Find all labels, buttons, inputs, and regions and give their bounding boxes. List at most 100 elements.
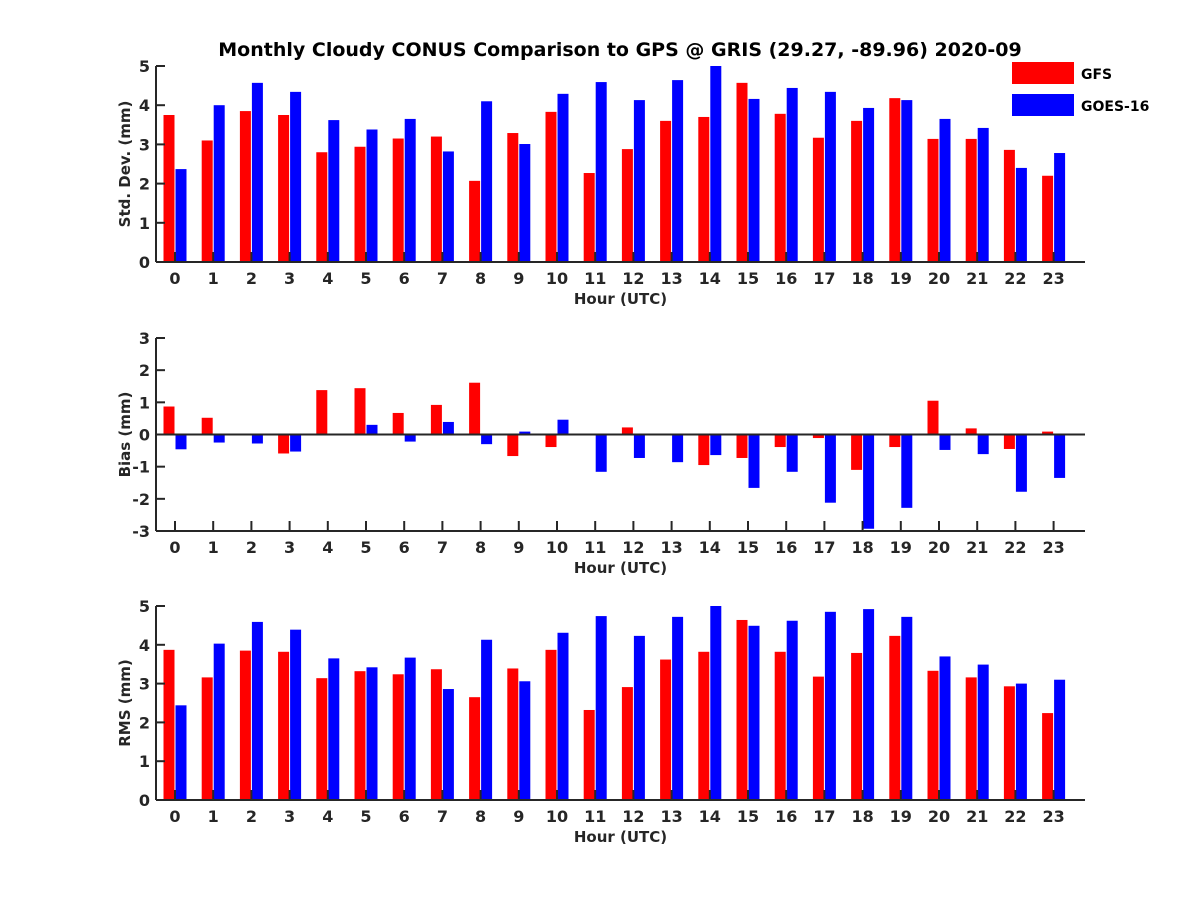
bar-std-gfs-8 xyxy=(469,180,481,262)
bar-bias-goes16-10 xyxy=(557,419,569,435)
bar-bias-goes16-3 xyxy=(290,434,302,452)
bar-std-gfs-22 xyxy=(1003,149,1015,262)
y-axis-label-bias: Bias (mm) xyxy=(116,392,134,478)
x-tick-label-bias: 18 xyxy=(851,538,873,557)
x-tick-label-bias: 13 xyxy=(660,538,682,557)
bar-std-goes16-10 xyxy=(557,93,569,262)
bar-rms-goes16-13 xyxy=(672,616,684,800)
legend-label-gfs: GFS xyxy=(1081,67,1112,83)
bar-rms-goes16-12 xyxy=(633,635,645,800)
bar-std-goes16-21 xyxy=(977,127,989,262)
x-tick-label-rms: 7 xyxy=(437,807,448,826)
y-tick-label-std: 2 xyxy=(139,175,150,194)
bar-std-goes16-14 xyxy=(710,66,722,262)
x-tick-label-std: 6 xyxy=(399,269,410,288)
legend-label-goes16: GOES-16 xyxy=(1081,99,1149,115)
x-tick-label-bias: 4 xyxy=(322,538,333,557)
bar-rms-goes16-7 xyxy=(442,689,454,800)
bar-rms-gfs-13 xyxy=(660,659,672,800)
bar-std-goes16-19 xyxy=(901,100,913,262)
bar-rms-goes16-21 xyxy=(977,664,989,800)
bar-rms-gfs-23 xyxy=(1042,713,1054,800)
bar-std-gfs-16 xyxy=(774,113,786,262)
y-tick-label-rms: 4 xyxy=(139,636,150,655)
bar-std-gfs-13 xyxy=(660,120,672,262)
x-tick-label-rms: 21 xyxy=(966,807,988,826)
y-tick-label-rms: 3 xyxy=(139,675,150,694)
bar-bias-goes16-19 xyxy=(901,434,913,508)
bar-bias-gfs-18 xyxy=(851,434,863,470)
bar-bias-goes16-1 xyxy=(213,434,225,443)
bar-bias-gfs-10 xyxy=(545,434,557,448)
x-tick-label-std: 21 xyxy=(966,269,988,288)
bar-rms-goes16-19 xyxy=(901,616,913,800)
bar-rms-goes16-22 xyxy=(1015,683,1027,800)
x-tick-label-rms: 6 xyxy=(399,807,410,826)
bar-std-goes16-7 xyxy=(442,151,454,262)
bar-std-goes16-15 xyxy=(748,98,760,262)
bar-rms-gfs-4 xyxy=(316,678,328,800)
y-tick-label-std: 3 xyxy=(139,135,150,154)
y-tick-label-bias: -3 xyxy=(132,522,150,541)
bar-bias-gfs-7 xyxy=(430,404,442,435)
x-tick-label-bias: 1 xyxy=(208,538,219,557)
x-tick-label-std: 0 xyxy=(169,269,180,288)
bar-std-gfs-23 xyxy=(1042,175,1054,262)
x-tick-label-std: 1 xyxy=(208,269,219,288)
x-tick-label-std: 8 xyxy=(475,269,486,288)
bar-bias-goes16-17 xyxy=(824,434,836,503)
bar-rms-gfs-7 xyxy=(430,669,442,800)
x-tick-label-rms: 17 xyxy=(813,807,835,826)
x-tick-label-std: 18 xyxy=(851,269,873,288)
y-tick-label-std: 5 xyxy=(139,57,150,76)
bar-std-gfs-17 xyxy=(812,137,824,262)
x-tick-label-rms: 16 xyxy=(775,807,797,826)
y-axis-label-rms: RMS (mm) xyxy=(116,659,134,746)
bar-bias-gfs-1 xyxy=(201,417,213,435)
bar-rms-goes16-4 xyxy=(328,658,340,800)
bar-bias-gfs-6 xyxy=(392,412,404,435)
x-tick-label-bias: 0 xyxy=(169,538,180,557)
bar-bias-goes16-20 xyxy=(939,434,951,450)
bar-rms-goes16-2 xyxy=(251,621,263,800)
bar-std-goes16-11 xyxy=(595,82,607,263)
x-tick-label-rms: 3 xyxy=(284,807,295,826)
legend-swatch-goes16 xyxy=(1012,94,1074,116)
x-tick-label-std: 22 xyxy=(1004,269,1026,288)
x-tick-label-bias: 6 xyxy=(399,538,410,557)
x-tick-label-bias: 12 xyxy=(622,538,644,557)
bar-bias-goes16-7 xyxy=(442,421,454,435)
x-tick-label-bias: 15 xyxy=(737,538,759,557)
x-tick-label-bias: 19 xyxy=(890,538,912,557)
x-tick-label-std: 7 xyxy=(437,269,448,288)
bar-rms-gfs-19 xyxy=(889,635,901,800)
y-tick-label-std: 1 xyxy=(139,214,150,233)
x-tick-label-std: 23 xyxy=(1042,269,1064,288)
bar-rms-gfs-14 xyxy=(698,651,710,800)
x-tick-label-std: 10 xyxy=(546,269,568,288)
bar-bias-gfs-0 xyxy=(163,406,175,435)
x-tick-label-std: 15 xyxy=(737,269,759,288)
bar-bias-gfs-17 xyxy=(812,434,824,439)
bar-rms-goes16-17 xyxy=(824,611,836,800)
x-tick-label-std: 20 xyxy=(928,269,950,288)
bar-rms-goes16-20 xyxy=(939,656,951,800)
x-tick-label-rms: 12 xyxy=(622,807,644,826)
bar-rms-goes16-23 xyxy=(1054,679,1066,800)
x-tick-label-rms: 13 xyxy=(660,807,682,826)
x-tick-label-std: 14 xyxy=(699,269,721,288)
bar-bias-goes16-2 xyxy=(251,434,263,444)
y-tick-label-std: 4 xyxy=(139,96,150,115)
x-tick-label-std: 13 xyxy=(660,269,682,288)
bar-std-gfs-9 xyxy=(507,133,519,262)
bar-bias-gfs-3 xyxy=(278,434,290,454)
bar-std-goes16-12 xyxy=(633,100,645,262)
x-tick-label-bias: 14 xyxy=(699,538,721,557)
bar-bias-goes16-5 xyxy=(366,424,378,435)
bar-std-goes16-9 xyxy=(519,144,531,262)
x-tick-label-bias: 11 xyxy=(584,538,606,557)
x-tick-label-bias: 21 xyxy=(966,538,988,557)
x-tick-label-std: 3 xyxy=(284,269,295,288)
x-tick-label-std: 2 xyxy=(246,269,257,288)
bar-std-gfs-19 xyxy=(889,98,901,262)
